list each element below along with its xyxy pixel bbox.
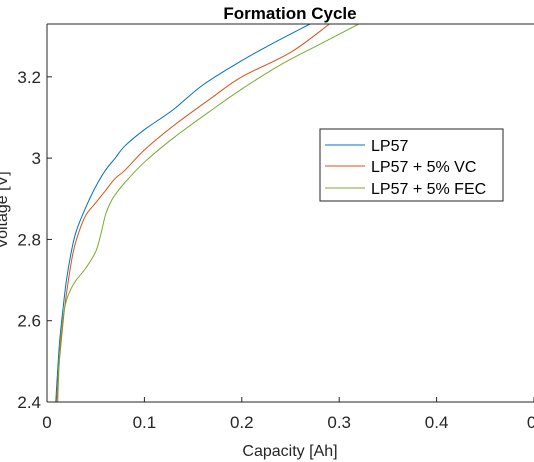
y-axis-label: Voltage [V] <box>0 171 11 248</box>
x-tick-label: 0 <box>42 413 51 432</box>
chart-title: Formation Cycle <box>223 4 356 23</box>
y-ticks: 2.4 2.6 2.8 3 3.2 <box>17 68 52 412</box>
x-tick-label: 0.4 <box>425 413 449 432</box>
x-tick-label: 0.3 <box>327 413 351 432</box>
legend-label-lp57-vc: LP57 + 5% VC <box>371 159 476 176</box>
x-axis-label: Capacity [Ah] <box>242 443 337 460</box>
y-tick-label: 2.8 <box>17 230 41 249</box>
legend-box <box>319 128 504 202</box>
series-line-1 <box>55 24 311 402</box>
y-tick-label: 2.4 <box>17 393 41 412</box>
legend-label-lp57: LP57 <box>371 138 408 155</box>
series-layer <box>55 24 359 402</box>
x-ticks: 0 0.1 0.2 0.3 0.4 0. <box>42 397 534 432</box>
series-line-3 <box>57 24 359 402</box>
axes <box>46 23 534 403</box>
legend: LP57 LP57 + 5% VC LP57 + 5% FEC <box>319 128 504 202</box>
y-tick-label: 3 <box>32 149 41 168</box>
plot-area <box>47 24 534 402</box>
y-tick-label: 3.2 <box>17 68 41 87</box>
y-tick-label: 2.6 <box>17 312 41 331</box>
x-tick-label: 0. <box>527 413 534 432</box>
legend-label-lp57-fec: LP57 + 5% FEC <box>371 181 486 198</box>
x-tick-label: 0.2 <box>230 413 254 432</box>
x-tick-label: 0.1 <box>133 413 157 432</box>
